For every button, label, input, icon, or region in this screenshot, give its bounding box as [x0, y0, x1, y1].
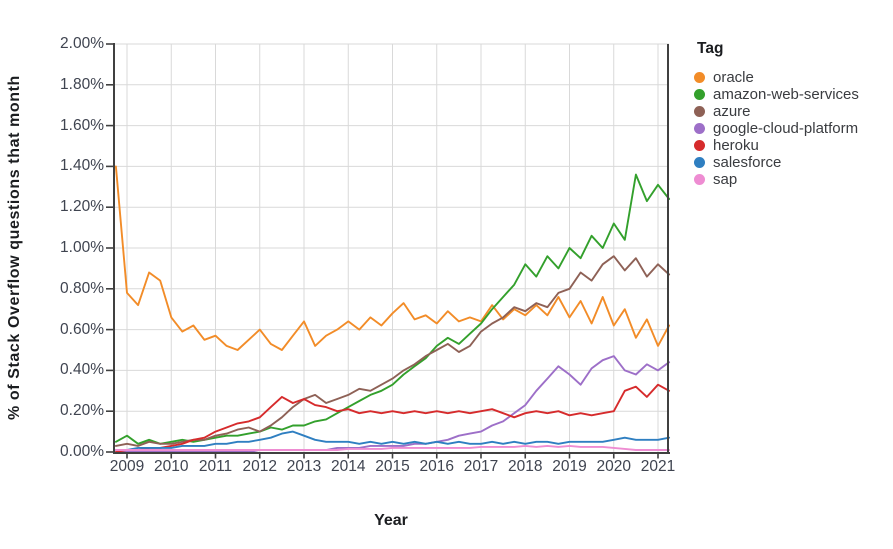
y-tick-label: 0.00% — [60, 443, 104, 460]
y-tick-label: 0.20% — [60, 402, 104, 420]
x-tick-label: 2014 — [331, 458, 366, 475]
x-tick-label: 2010 — [154, 458, 189, 475]
x-tick-label: 2017 — [463, 458, 499, 475]
legend-swatch-icon — [694, 123, 705, 134]
legend-item-sap[interactable]: sap — [694, 171, 893, 188]
x-tick-label: 2012 — [242, 458, 277, 475]
y-tick-label: 1.80% — [60, 75, 104, 93]
legend-swatch-icon — [694, 72, 705, 83]
legend-label: azure — [713, 103, 751, 120]
x-tick-label: 2018 — [508, 458, 543, 475]
y-tick-label: 1.60% — [60, 116, 104, 134]
legend-label: heroku — [713, 137, 759, 154]
legend-label: amazon-web-services — [713, 86, 859, 103]
legend-item-azure[interactable]: azure — [694, 103, 893, 120]
y-tick-label: 1.00% — [60, 239, 104, 256]
series-line-heroku — [114, 383, 671, 453]
legend-swatch-icon — [694, 89, 705, 100]
legend-label: salesforce — [713, 154, 782, 171]
legend-swatch-icon — [694, 174, 705, 185]
series-line-oracle — [114, 165, 671, 351]
legend-item-oracle[interactable]: oracle — [694, 69, 893, 86]
y-tick-label: 1.40% — [60, 157, 104, 175]
x-tick-label: 2015 — [375, 458, 410, 475]
legend: Tag oracle amazon-web-services azure google… — [694, 40, 893, 188]
legend-swatch-icon — [694, 157, 705, 168]
legend-label: sap — [713, 171, 738, 188]
y-tick-label: 2.00% — [60, 35, 104, 52]
legend-title: Tag — [697, 40, 724, 57]
series-line-azure — [114, 255, 671, 447]
legend-item-heroku[interactable]: heroku — [694, 137, 893, 154]
x-tick-label: 2011 — [198, 458, 233, 475]
x-axis-title: Year — [374, 512, 408, 529]
series-line-sap — [114, 444, 671, 451]
legend-item-salesforce[interactable]: salesforce — [694, 154, 893, 171]
y-axis-title: % of Stack Overflow questions that month — [6, 75, 23, 421]
y-tick-label: 1.20% — [60, 198, 104, 216]
legend-swatch-icon — [694, 106, 705, 117]
x-tick-label: 2013 — [286, 458, 322, 475]
y-tick-label: 0.40% — [60, 361, 104, 379]
legend-item-google-cloud-platform[interactable]: google-cloud-platform — [694, 120, 893, 137]
x-tick-label: 2019 — [552, 458, 587, 475]
legend-items: oracle amazon-web-services azure google-clo… — [694, 69, 893, 188]
x-tick-label: 2009 — [109, 458, 145, 475]
x-tick-label: 2020 — [596, 458, 631, 475]
y-tick-label: 0.60% — [60, 320, 104, 338]
legend-label: google-cloud-platform — [713, 120, 859, 137]
legend-swatch-icon — [694, 140, 705, 151]
x-tick-label: 2016 — [419, 458, 454, 475]
series-line-salesforce — [114, 430, 671, 451]
x-tick-label: 2021 — [640, 458, 676, 475]
legend-label: oracle — [713, 69, 754, 86]
legend-item-amazon-web-services[interactable]: amazon-web-services — [694, 86, 893, 103]
y-tick-label: 0.80% — [60, 279, 104, 297]
